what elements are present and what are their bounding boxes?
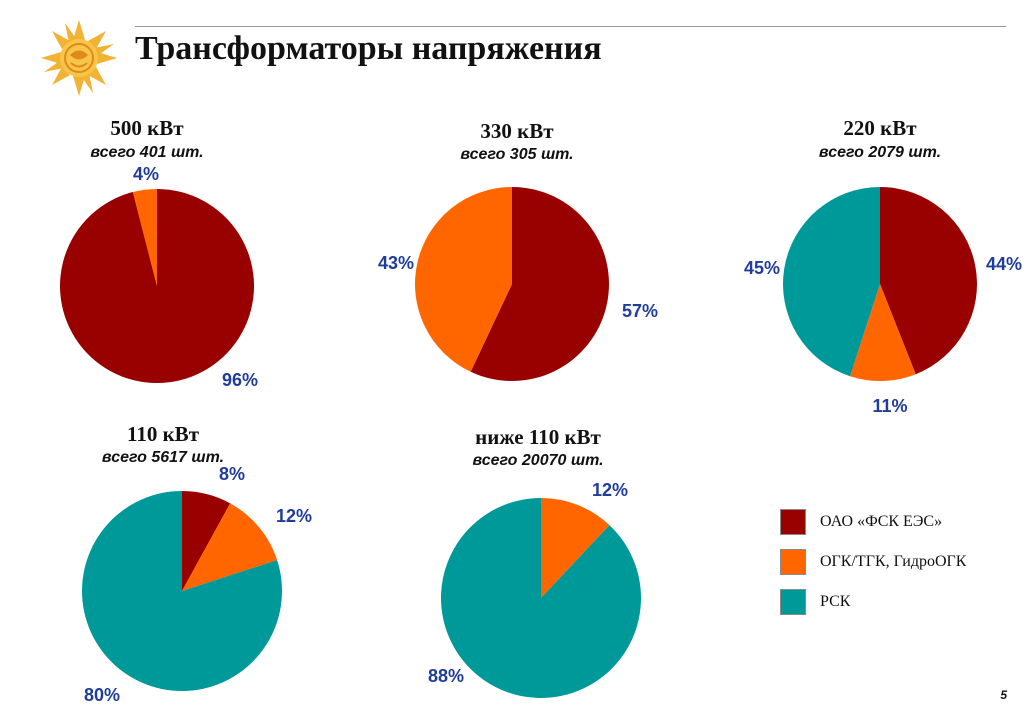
chart-subtitle: всего 20070 шт. bbox=[472, 452, 604, 469]
legend-item-fsk: ОАО «ФСК ЕЭС» bbox=[780, 508, 942, 536]
legend-label: ОАО «ФСК ЕЭС» bbox=[820, 513, 943, 530]
top-rule bbox=[135, 26, 1006, 27]
chart-subtitle: всего 305 шт. bbox=[460, 146, 574, 163]
pie-plot: 44% 11% 45% bbox=[744, 187, 1022, 416]
pie-slice-label: 45% bbox=[744, 258, 780, 278]
chart-title: 500 кВт bbox=[110, 116, 184, 140]
pie-chart-330kv: 330 кВт всего 305 шт. 57% 43% bbox=[370, 114, 670, 404]
legend-label: РСК bbox=[820, 593, 851, 610]
chart-title: 330 кВт bbox=[480, 119, 554, 143]
chart-subtitle: всего 5617 шт. bbox=[101, 449, 225, 466]
pie-slice-label: 4% bbox=[133, 164, 159, 184]
pie-slice bbox=[59, 189, 254, 383]
page-title: Трансформаторы напряжения bbox=[135, 30, 602, 67]
pie-slice bbox=[850, 284, 916, 381]
legend-swatch bbox=[780, 549, 806, 575]
pie-slice bbox=[441, 498, 641, 698]
pie-slice-label: 44% bbox=[986, 254, 1022, 274]
pie-slice-label: 43% bbox=[378, 253, 414, 273]
pie-plot: 57% 43% bbox=[378, 187, 658, 381]
pie-slice bbox=[541, 498, 610, 598]
pie-slice-label: 80% bbox=[84, 685, 120, 705]
pie-slice bbox=[82, 491, 282, 691]
chart-subtitle: всего 401 шт. bbox=[90, 144, 204, 161]
pie-slice bbox=[880, 187, 977, 375]
legend-swatch bbox=[780, 509, 806, 535]
legend: ОАО «ФСК ЕЭС» ОГК/ТГК, ГидроОГК РСК bbox=[780, 508, 1020, 628]
pie-chart-220kv: 220 кВт всего 2079 шт. 44% 11% 45% bbox=[730, 114, 1023, 424]
sun-logo-icon bbox=[41, 20, 117, 96]
pie-slice-label: 57% bbox=[622, 301, 658, 321]
pie-slice-label: 12% bbox=[276, 506, 312, 526]
pie-chart-500kv: 500 кВт всего 401 шт. 96% 4% bbox=[40, 114, 280, 404]
pie-slice-label: 11% bbox=[872, 396, 907, 416]
pie-chart-below-110kv: ниже 110 кВт всего 20070 шт. 12% 88% bbox=[410, 420, 680, 708]
slide-number: 5 bbox=[1000, 688, 1007, 702]
pie-slice bbox=[470, 187, 610, 381]
pie-slice-label: 96% bbox=[222, 370, 258, 390]
pie-slice bbox=[182, 491, 231, 591]
pie-slice bbox=[783, 187, 880, 377]
pie-slice-label: 88% bbox=[428, 666, 464, 686]
legend-label: ОГК/ТГК, ГидроОГК bbox=[820, 553, 967, 570]
pie-plot: 8% 12% 80% bbox=[82, 464, 312, 705]
pie-slice bbox=[182, 503, 278, 591]
legend-swatch bbox=[780, 589, 806, 615]
pie-chart-110kv: 110 кВт всего 5617 шт. 8% 12% 80% bbox=[60, 420, 340, 708]
pie-slice bbox=[415, 187, 512, 372]
legend-item-ogk: ОГК/ТГК, ГидроОГК bbox=[780, 548, 966, 576]
pie-slice-label: 12% bbox=[592, 480, 628, 500]
pie-plot: 96% 4% bbox=[59, 164, 258, 390]
chart-subtitle: всего 2079 шт. bbox=[818, 144, 942, 161]
legend-item-rsk: РСК bbox=[780, 588, 850, 616]
pie-slice bbox=[132, 189, 157, 286]
chart-title: 110 кВт bbox=[126, 422, 200, 446]
pie-plot: 12% 88% bbox=[428, 480, 641, 698]
chart-title: ниже 110 кВт bbox=[475, 425, 601, 449]
pie-slice-label: 8% bbox=[219, 464, 245, 484]
chart-title: 220 кВт bbox=[843, 116, 917, 140]
